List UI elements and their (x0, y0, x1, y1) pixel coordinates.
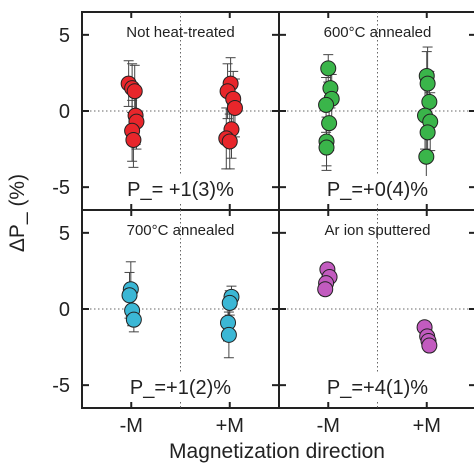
polarization-annotation: P_=+4(1)% (327, 377, 428, 399)
data-point (421, 337, 438, 354)
polarization-annotation: P_= +1(3)% (127, 179, 234, 201)
data-point (418, 148, 435, 165)
data-point (126, 83, 143, 100)
y-tick-label: 0 (59, 101, 70, 123)
polarization-annotation: P_=+0(4)% (327, 179, 428, 201)
polarization-annotation: P_=+1(2)% (130, 377, 231, 399)
y-axis-title: ΔP_ (%) (6, 174, 29, 252)
panel-title: 700°C annealed (127, 222, 235, 239)
panel-title: 600°C annealed (324, 24, 432, 41)
y-tick-label: 0 (59, 299, 70, 321)
data-point (421, 93, 438, 110)
panel-title: Ar ion sputtered (325, 222, 431, 239)
data-point (318, 139, 335, 156)
y-tick-label: -5 (52, 177, 70, 199)
annotation-background (114, 176, 247, 202)
data-point (318, 96, 335, 113)
data-point (419, 124, 436, 141)
y-tick-label: 5 (59, 223, 70, 245)
x-tick-label: -M (317, 415, 340, 437)
panel-title: Not heat-treated (126, 24, 234, 41)
data-point (320, 60, 337, 77)
data-point (121, 287, 138, 304)
data-point (221, 294, 238, 311)
data-point (419, 75, 436, 92)
annotation-background (114, 374, 247, 400)
annotation-background (311, 374, 444, 400)
data-point (221, 133, 238, 150)
data-point (321, 115, 338, 132)
data-point (220, 326, 237, 343)
panel-bottom-right: -M +M Ar ion sputtered P_=+4(1)% (278, 209, 474, 437)
x-tick-label: +M (413, 415, 441, 437)
x-tick-label: -M (120, 415, 143, 437)
y-tick-label: -5 (52, 375, 70, 397)
x-axis-title: Magnetization direction (169, 440, 385, 463)
annotation-background (311, 176, 444, 202)
x-tick-label: +M (216, 415, 244, 437)
data-point (226, 99, 243, 116)
data-point (125, 131, 142, 148)
panel-top-right: 600°C annealed P_=+0(4)% (278, 11, 474, 211)
data-point (317, 281, 334, 298)
panel-bottom-left: 5 0 -5 -M +M 700°C annealed P_=+1(2)% (52, 209, 280, 437)
y-tick-label: 5 (59, 25, 70, 47)
data-point (125, 311, 142, 328)
panel-top-left: 5 0 -5 Not heat-treated P_= +1(3)% (52, 11, 280, 211)
